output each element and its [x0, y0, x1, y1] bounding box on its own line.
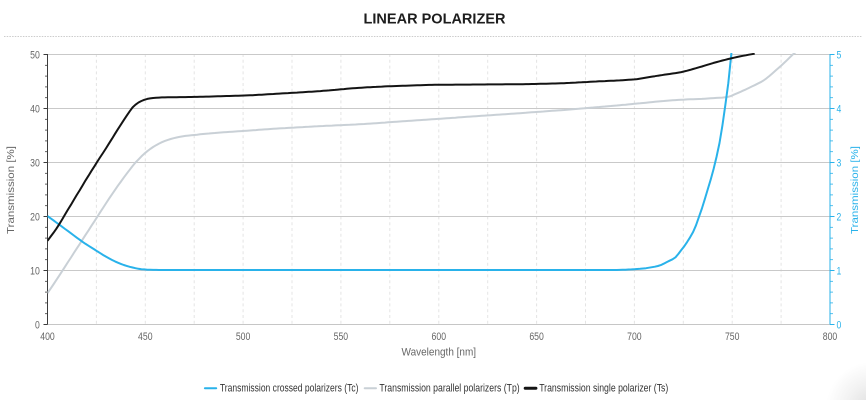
svg-text:3: 3 [837, 158, 842, 170]
svg-text:Transmission crossed polarizer: Transmission crossed polarizers (Tc) [220, 383, 359, 395]
svg-text:LINEAR POLARIZER: LINEAR POLARIZER [364, 12, 507, 28]
svg-text:50: 50 [30, 50, 40, 62]
svg-text:Transmission [%]: Transmission [%] [850, 146, 861, 234]
svg-text:450: 450 [138, 331, 153, 343]
svg-text:650: 650 [529, 331, 544, 343]
svg-text:10: 10 [30, 266, 40, 278]
svg-text:550: 550 [334, 331, 349, 343]
svg-text:0: 0 [35, 320, 40, 332]
svg-text:400: 400 [40, 331, 55, 343]
svg-text:30: 30 [30, 158, 40, 170]
svg-text:600: 600 [432, 331, 447, 343]
svg-text:5: 5 [837, 50, 842, 62]
svg-text:1: 1 [837, 266, 842, 278]
svg-text:500: 500 [236, 331, 251, 343]
svg-text:40: 40 [30, 104, 40, 116]
svg-text:Transmission [%]: Transmission [%] [6, 146, 17, 234]
svg-text:Transmission parallel polarize: Transmission parallel polarizers (Tp) [379, 383, 519, 395]
svg-text:Wavelength [nm]: Wavelength [nm] [402, 347, 477, 359]
svg-text:750: 750 [725, 331, 740, 343]
svg-text:800: 800 [823, 331, 838, 343]
svg-text:700: 700 [627, 331, 642, 343]
svg-text:20: 20 [30, 212, 40, 224]
svg-text:0: 0 [837, 320, 842, 332]
svg-text:4: 4 [837, 104, 842, 116]
svg-text:Transmission single polarizer: Transmission single polarizer (Ts) [539, 383, 668, 395]
svg-text:2: 2 [837, 212, 842, 224]
